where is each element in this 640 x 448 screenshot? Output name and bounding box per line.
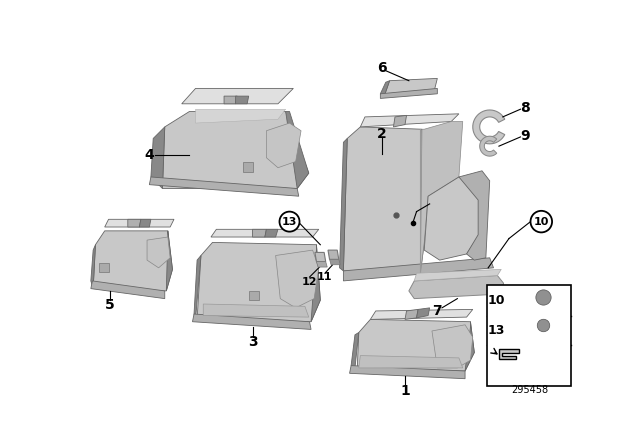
Text: 10: 10 (488, 293, 506, 307)
Text: 6: 6 (377, 60, 387, 75)
Polygon shape (465, 322, 474, 371)
Polygon shape (420, 121, 463, 273)
Polygon shape (236, 96, 249, 104)
Polygon shape (128, 220, 141, 227)
Polygon shape (384, 78, 437, 96)
Polygon shape (197, 242, 320, 322)
Polygon shape (315, 252, 326, 262)
Polygon shape (394, 116, 406, 127)
Polygon shape (380, 88, 437, 99)
Text: 12: 12 (302, 277, 317, 287)
Polygon shape (328, 250, 339, 259)
Polygon shape (414, 269, 501, 281)
Text: 13: 13 (488, 324, 506, 337)
Polygon shape (163, 112, 308, 189)
Polygon shape (417, 308, 429, 318)
Polygon shape (424, 177, 482, 260)
Polygon shape (344, 127, 424, 273)
Polygon shape (250, 291, 259, 300)
Text: 13: 13 (282, 217, 297, 227)
Polygon shape (211, 229, 319, 237)
Polygon shape (459, 171, 490, 260)
Polygon shape (91, 281, 164, 299)
Polygon shape (149, 177, 299, 196)
Circle shape (531, 211, 552, 233)
Polygon shape (344, 258, 493, 281)
Polygon shape (285, 112, 308, 189)
Polygon shape (359, 356, 463, 368)
Polygon shape (380, 81, 390, 96)
Text: 10: 10 (534, 217, 549, 227)
Text: 5: 5 (105, 298, 115, 312)
Polygon shape (266, 123, 301, 168)
Polygon shape (316, 262, 327, 267)
FancyBboxPatch shape (488, 285, 570, 386)
Polygon shape (196, 109, 285, 123)
Text: 1: 1 (400, 384, 410, 398)
Polygon shape (253, 229, 266, 237)
Polygon shape (194, 255, 201, 319)
Polygon shape (311, 245, 320, 322)
Text: 3: 3 (248, 335, 257, 349)
Polygon shape (330, 259, 340, 265)
Text: 295458: 295458 (511, 385, 548, 395)
Polygon shape (193, 314, 311, 329)
Polygon shape (360, 114, 459, 127)
Text: 8: 8 (520, 101, 530, 115)
Polygon shape (276, 250, 319, 308)
Polygon shape (147, 237, 170, 268)
Polygon shape (204, 304, 308, 317)
Text: 9: 9 (520, 129, 530, 143)
Polygon shape (182, 88, 293, 104)
Polygon shape (243, 162, 253, 172)
Polygon shape (91, 245, 95, 289)
Text: 7: 7 (433, 304, 442, 318)
Polygon shape (432, 325, 473, 368)
Text: 4: 4 (145, 148, 154, 162)
Text: 11: 11 (317, 272, 333, 282)
Polygon shape (224, 96, 237, 104)
Polygon shape (151, 127, 164, 189)
Polygon shape (93, 231, 172, 291)
Polygon shape (140, 220, 151, 227)
Polygon shape (409, 276, 504, 299)
Polygon shape (340, 138, 348, 271)
Polygon shape (105, 220, 174, 227)
Polygon shape (473, 110, 505, 144)
Polygon shape (405, 310, 418, 319)
Polygon shape (499, 349, 519, 359)
Circle shape (280, 211, 300, 232)
Polygon shape (349, 366, 465, 379)
Text: 2: 2 (377, 127, 387, 141)
Polygon shape (357, 319, 474, 371)
Polygon shape (99, 263, 109, 271)
Polygon shape (265, 229, 278, 237)
Polygon shape (371, 310, 473, 319)
Polygon shape (166, 231, 172, 291)
Polygon shape (480, 136, 497, 156)
Polygon shape (351, 332, 359, 368)
